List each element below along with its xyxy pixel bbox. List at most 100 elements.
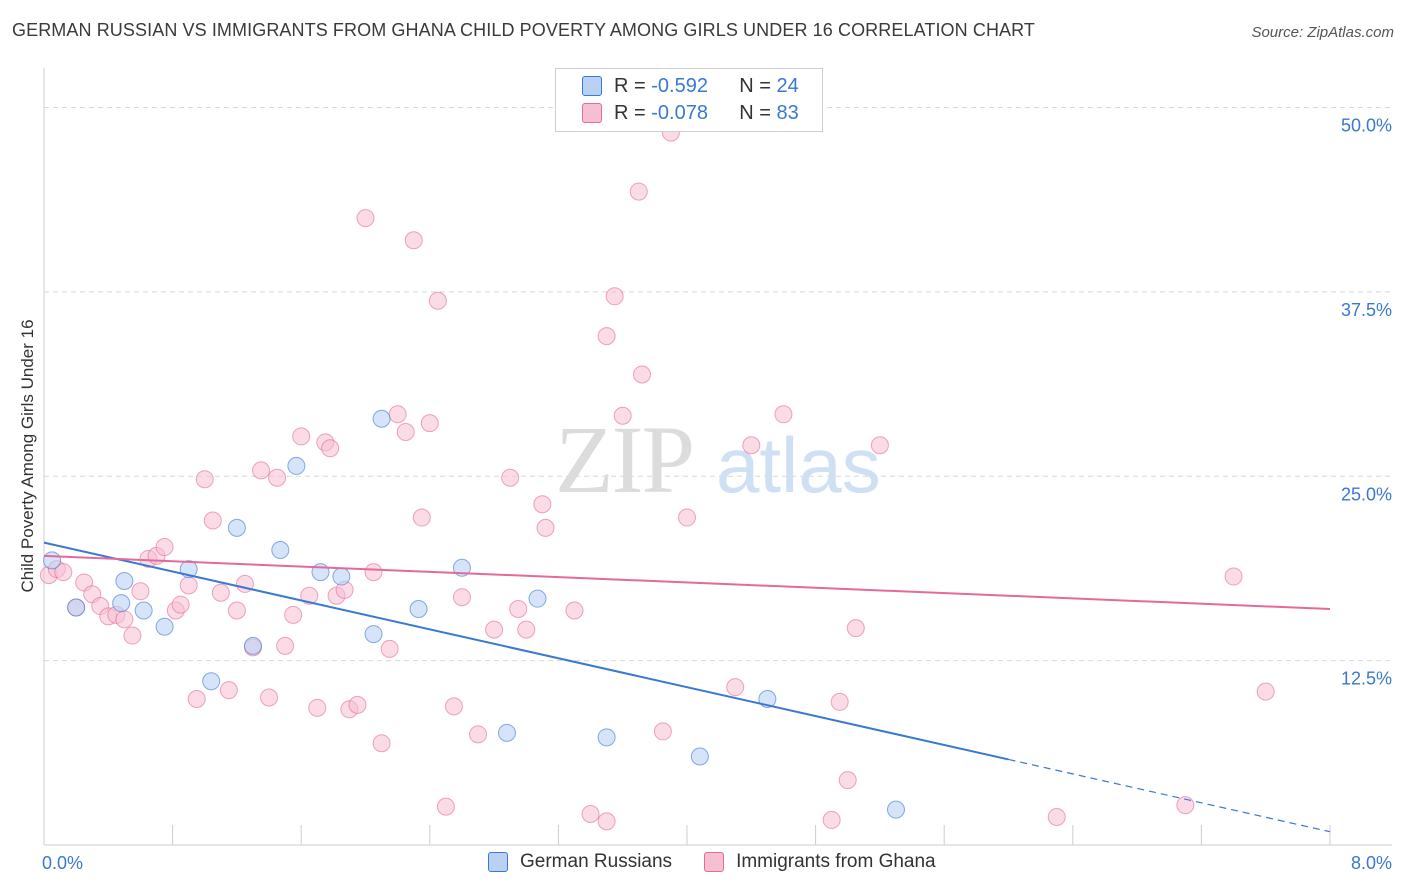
legend-r-label: R = [614, 101, 652, 124]
point-german-russians [372, 409, 391, 428]
legend-item-german-russians: German Russians [488, 851, 672, 873]
point-german-russians [112, 594, 131, 613]
legend-n-value: 83 [776, 101, 799, 124]
legend-n-value: 24 [776, 74, 799, 97]
point-ghana [292, 427, 311, 446]
x-tick-label: 0.0% [42, 853, 83, 873]
point-ghana [469, 725, 488, 744]
point-ghana [517, 620, 536, 639]
point-german-russians [227, 518, 246, 537]
point-ghana [870, 436, 889, 455]
trend-line-german-russians [43, 541, 1009, 761]
point-ghana [211, 583, 230, 602]
point-ghana [131, 582, 150, 601]
point-german-russians [155, 617, 174, 636]
point-ghana [742, 436, 761, 455]
point-ghana [412, 508, 431, 527]
legend-label-german-russians: German Russians [520, 851, 673, 872]
point-ghana [509, 600, 528, 618]
point-ghana [203, 511, 222, 530]
point-ghana [428, 291, 447, 310]
point-ghana [632, 365, 651, 384]
point-ghana [268, 468, 287, 487]
point-ghana [501, 468, 520, 487]
point-german-russians [364, 625, 383, 644]
legend-r-value: -0.078 [651, 101, 708, 124]
point-ghana [227, 601, 246, 620]
point-ghana [1047, 807, 1066, 826]
point-german-russians [67, 598, 86, 617]
series-ghana-points [39, 123, 1275, 831]
point-ghana [187, 689, 206, 708]
point-ghana [1176, 796, 1195, 815]
point-ghana [613, 406, 632, 425]
series-german-russians-points [43, 409, 905, 819]
point-german-russians [271, 541, 290, 559]
point-ghana [1224, 567, 1243, 586]
point-ghana [195, 470, 214, 489]
legend-label-ghana: Immigrants from Ghana [736, 851, 936, 872]
point-german-russians [886, 800, 905, 819]
point-ghana [404, 231, 423, 250]
point-ghana [605, 287, 624, 306]
legend-r-value: -0.592 [651, 74, 708, 97]
legend-swatch-pink [704, 852, 725, 872]
tick-labels: 12.5% 25.0% 37.5% 50.0% 0.0% 8.0% [42, 116, 1392, 874]
point-ghana [653, 722, 672, 741]
point-ghana [774, 405, 793, 424]
point-german-russians [528, 589, 547, 608]
point-german-russians [497, 723, 516, 742]
y-tick-label: 37.5% [1341, 300, 1392, 320]
point-ghana [388, 405, 407, 424]
point-german-russians [243, 636, 262, 655]
y-tick-label: 25.0% [1341, 484, 1392, 504]
y-axis-label: Child Poverty Among Girls Under 16 [18, 319, 37, 593]
point-ghana [597, 812, 616, 831]
legend-row-ghana: R = -0.078 N = 83 [582, 100, 799, 126]
point-ghana [115, 610, 134, 629]
point-german-russians [452, 558, 471, 577]
point-ghana [436, 797, 455, 816]
point-german-russians [202, 672, 221, 691]
point-german-russians [758, 689, 777, 708]
point-ghana [300, 586, 319, 605]
point-german-russians [115, 571, 134, 590]
point-ghana [396, 423, 415, 441]
point-ghana [348, 695, 367, 714]
point-ghana [726, 678, 745, 697]
point-ghana [822, 810, 841, 829]
point-german-russians [134, 601, 153, 620]
watermark: ZIP atlas [555, 406, 881, 513]
legend-n-label: N = [739, 101, 777, 124]
point-ghana [581, 805, 600, 824]
point-ghana [678, 508, 696, 527]
point-ghana [276, 636, 295, 655]
point-ghana [179, 576, 198, 595]
legend-n-label: N = [739, 74, 777, 97]
point-german-russians [690, 747, 709, 766]
point-ghana [54, 563, 73, 582]
point-ghana [597, 327, 616, 346]
watermark-atlas: atlas [716, 421, 881, 509]
point-ghana [533, 495, 552, 514]
point-ghana [452, 588, 471, 607]
source-label: Source: ZipAtlas.com [1251, 24, 1394, 41]
y-tick-label: 12.5% [1341, 669, 1392, 689]
point-ghana [284, 605, 303, 624]
point-ghana [629, 182, 648, 201]
point-ghana [830, 692, 849, 711]
legend-row-german-russians: R = -0.592 N = 24 [582, 73, 799, 99]
point-ghana [155, 538, 174, 557]
point-ghana [565, 601, 584, 620]
point-ghana [308, 698, 327, 717]
point-german-russians [332, 567, 351, 586]
point-ghana [364, 563, 383, 582]
point-ghana [485, 620, 504, 639]
point-ghana [372, 734, 391, 753]
point-german-russians [409, 600, 428, 618]
point-ghana [420, 414, 439, 433]
legend-r-label: R = [614, 74, 652, 97]
trend-line-german-russians-extension [1008, 758, 1331, 833]
legend-swatch-pink [582, 103, 602, 123]
